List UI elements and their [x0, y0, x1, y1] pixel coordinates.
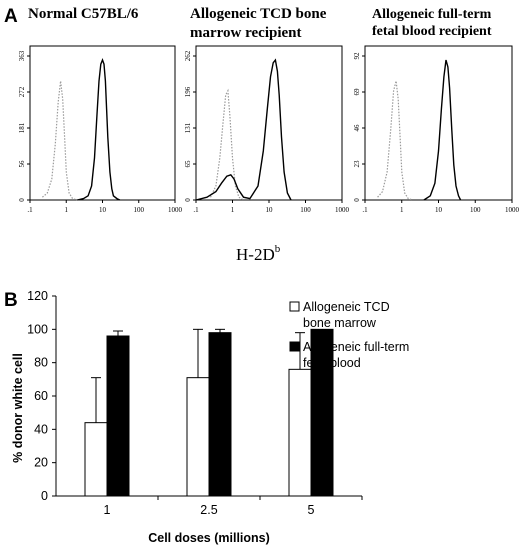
y-tick-label: 131	[184, 122, 192, 133]
bar-chart-ylabel: % donor white cell	[11, 353, 25, 463]
h-2db-histogram-curve	[195, 58, 292, 201]
bar-bone-marrow	[186, 377, 210, 497]
bar-chart-legend: Allogeneic TCD bone marrow Allogeneic fu…	[289, 300, 409, 370]
histogram-fetal-blood-recipient: .1 1 10 100 1000 0 23 46 69 92	[353, 45, 520, 214]
bar-bone-marrow	[288, 368, 312, 497]
y-tick-label: 20	[34, 456, 48, 470]
panel-label-a: A	[4, 6, 18, 27]
bar-chart: 0 20 40 60 80 100 120 1 2.5 5	[27, 289, 363, 517]
histogram-3-title-line-2: fetal blood recipient	[372, 24, 492, 39]
x-tick-label: 10	[266, 206, 274, 214]
y-tick-label: 60	[34, 389, 48, 403]
x-tick-label: 1	[231, 206, 235, 214]
legend-label-bone-marrow-line-1: Allogeneic TCD	[303, 300, 390, 314]
x-tick-label: 100	[300, 206, 311, 214]
x-tick-label: .1	[27, 206, 33, 214]
histogram-frame	[195, 45, 343, 201]
x-tick-label: 1	[65, 206, 69, 214]
x-tick-label: 1000	[168, 206, 183, 214]
y-tick-label: 363	[18, 50, 26, 61]
histogram-frame	[29, 45, 176, 201]
y-tick-label: 0	[41, 489, 48, 503]
y-tick-label: 120	[27, 289, 48, 303]
bar-fetal-blood	[106, 335, 130, 497]
shared-xlabel-main: H-2D	[236, 245, 275, 264]
y-tick-label: 56	[18, 160, 26, 168]
histogram-3-title-line-1: Allogeneic full-term	[372, 7, 492, 22]
x-tick-label: 1000	[505, 206, 520, 214]
y-tick-label: 100	[27, 322, 48, 336]
panel-label-b: B	[4, 290, 18, 311]
control-histogram-curve	[209, 88, 244, 201]
y-tick-label: 196	[184, 86, 192, 97]
x-tick-label: .1	[193, 206, 199, 214]
bar-fetal-blood	[208, 332, 232, 497]
x-tick-label: 100	[470, 206, 481, 214]
x-tick-label: 1	[104, 503, 111, 517]
histogram-2-title-line-1: Allogeneic TCD bone	[190, 6, 327, 22]
bar-chart-xlabel: Cell doses (millions)	[148, 531, 270, 545]
histogram-bone-marrow-recipient: .1 1 10 100 1000 0 65 131 196 262	[184, 45, 350, 214]
y-tick-label: 0	[184, 198, 192, 202]
x-tick-label: 1000	[335, 206, 350, 214]
x-tick-label: 10	[435, 206, 443, 214]
legend-label-fetal-blood-line-1: Allogeneic full-term	[303, 340, 409, 354]
bar-fetal-blood	[310, 328, 334, 497]
y-tick-label: 69	[353, 88, 361, 96]
legend-swatch-fetal-blood	[289, 341, 300, 352]
histogram-frame	[364, 45, 513, 201]
shared-xlabel: H-2Db	[236, 243, 281, 264]
h-2db-histogram-curve	[77, 58, 121, 201]
legend-label-bone-marrow-line-2: bone marrow	[303, 316, 377, 330]
histogram-1-title: Normal C57BL/6	[28, 6, 139, 22]
histogram-2-title-line-2: marrow recipient	[190, 25, 302, 41]
y-tick-label: 92	[353, 52, 361, 60]
y-tick-label: 23	[353, 160, 361, 168]
x-tick-label: 1	[400, 206, 404, 214]
y-tick-label: 272	[18, 86, 26, 97]
control-histogram-curve	[377, 80, 413, 201]
y-tick-label: 0	[18, 198, 26, 202]
y-tick-label: 80	[34, 356, 48, 370]
y-tick-label: 46	[353, 124, 361, 132]
x-tick-label: 2.5	[200, 503, 217, 517]
y-tick-label: 40	[34, 422, 48, 436]
h-2db-histogram-curve	[423, 59, 462, 201]
control-histogram-curve	[42, 80, 78, 201]
x-tick-label: 5	[308, 503, 315, 517]
x-tick-label: .1	[362, 206, 368, 214]
legend-swatch-bone-marrow	[289, 301, 300, 312]
y-tick-label: 65	[184, 160, 192, 168]
x-tick-label: 10	[99, 206, 107, 214]
shared-xlabel-superscript: b	[275, 243, 281, 255]
x-tick-label: 100	[134, 206, 145, 214]
y-tick-label: 181	[18, 122, 26, 133]
bar-bone-marrow	[84, 422, 108, 497]
histogram-normal: .1 1 10 100 1000 0 56 181 272 363	[18, 45, 183, 214]
y-tick-label: 0	[353, 198, 361, 202]
y-tick-label: 262	[184, 50, 192, 61]
legend-label-fetal-blood-line-2: fetal blood	[303, 356, 361, 370]
